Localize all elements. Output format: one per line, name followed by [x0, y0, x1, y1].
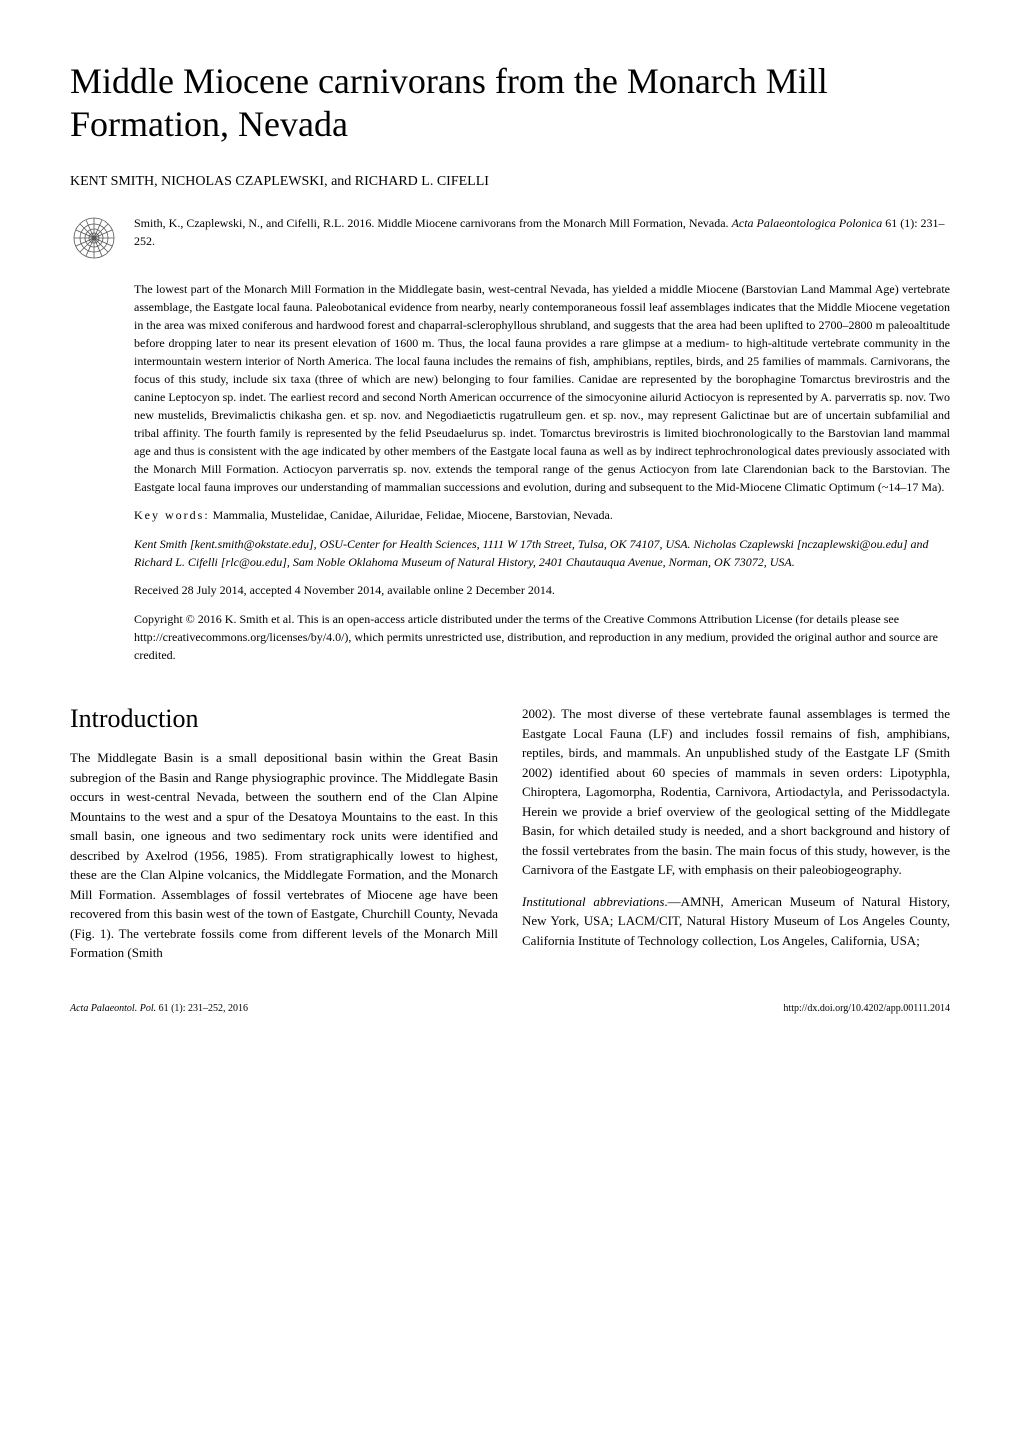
header-block: Smith, K., Czaplewski, N., and Cifelli, … — [70, 214, 950, 262]
right-column-paragraph-1: 2002). The most diverse of these vertebr… — [522, 704, 950, 880]
footer-left: Acta Palaeontol. Pol. 61 (1): 231–252, 2… — [70, 1003, 248, 1014]
footer-journal: Acta Palaeontol. Pol. — [70, 1003, 156, 1014]
citation-journal: Acta Palaeontologica Polonica — [732, 216, 883, 230]
footer-doi: http://dx.doi.org/10.4202/app.00111.2014 — [783, 1003, 950, 1014]
section-heading-introduction: Introduction — [70, 704, 498, 734]
citation: Smith, K., Czaplewski, N., and Cifelli, … — [134, 214, 950, 250]
left-column: Introduction The Middlegate Basin is a s… — [70, 704, 498, 963]
dates: Received 28 July 2014, accepted 4 Novemb… — [134, 583, 950, 598]
footer-pages: 61 (1): 231–252, 2016 — [156, 1003, 248, 1014]
institutional-abbreviations: Institutional abbreviations.—AMNH, Ameri… — [522, 892, 950, 951]
left-column-paragraph: The Middlegate Basin is a small depositi… — [70, 748, 498, 963]
keywords-label: Key words: — [134, 508, 210, 522]
authors-line: KENT SMITH, NICHOLAS CZAPLEWSKI, and RIC… — [70, 174, 950, 190]
copyright: Copyright © 2016 K. Smith et al. This is… — [134, 610, 950, 664]
citation-text: Smith, K., Czaplewski, N., and Cifelli, … — [134, 216, 732, 230]
keywords: Key words: Mammalia, Mustelidae, Canidae… — [134, 508, 950, 523]
ammonite-icon — [70, 214, 118, 262]
right-column: 2002). The most diverse of these vertebr… — [522, 704, 950, 963]
two-column-body: Introduction The Middlegate Basin is a s… — [70, 704, 950, 963]
abstract: The lowest part of the Monarch Mill Form… — [134, 280, 950, 496]
institutional-label: Institutional abbreviations — [522, 894, 664, 909]
keywords-text: Mammalia, Mustelidae, Canidae, Ailuridae… — [210, 508, 613, 522]
page-footer: Acta Palaeontol. Pol. 61 (1): 231–252, 2… — [70, 1003, 950, 1014]
article-title: Middle Miocene carnivorans from the Mona… — [70, 60, 950, 146]
affiliations: Kent Smith [kent.smith@okstate.edu], OSU… — [134, 535, 950, 571]
